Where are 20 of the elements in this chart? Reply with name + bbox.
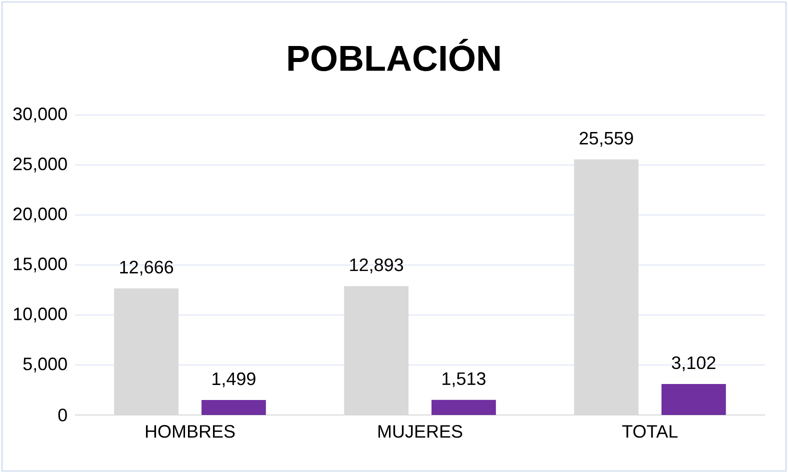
y-tick-label: 0: [58, 408, 67, 422]
data-label: 25,559: [580, 132, 633, 147]
data-label: 3,102: [672, 356, 716, 372]
x-tick-label: TOTAL: [622, 425, 678, 438]
bar: [662, 384, 726, 415]
data-label: 1,513: [442, 372, 486, 388]
y-tick-label: 5,000: [23, 358, 67, 372]
y-tick-label: 30,000: [13, 108, 67, 122]
x-tick-label: MUJERES: [378, 425, 462, 438]
chart-title: POBLACIÓN: [288, 38, 500, 72]
bar: [202, 400, 266, 415]
data-label: 1,499: [212, 372, 256, 388]
y-tick-label: 25,000: [13, 158, 67, 172]
x-tick-label: HOMBRES: [146, 425, 235, 438]
y-tick-label: 10,000: [14, 308, 67, 322]
data-label: 12,666: [120, 260, 174, 276]
y-tick-label: 15,000: [14, 258, 67, 272]
data-label: 12,893: [350, 258, 404, 274]
y-tick-label: 20,000: [13, 208, 67, 222]
bar: [432, 400, 496, 415]
